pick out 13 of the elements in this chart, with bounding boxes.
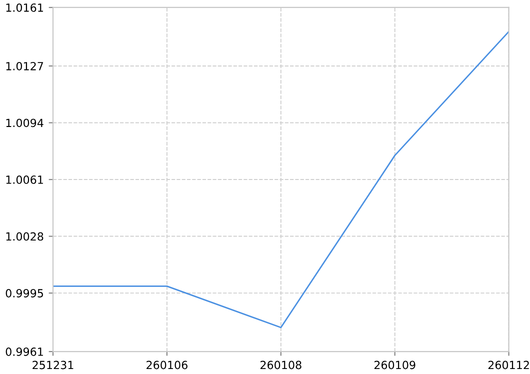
x-tick-label: 260108 [260,360,302,370]
y-tick-label: 0.9961 [6,348,43,356]
y-tick-label: 1.0127 [6,62,44,70]
y-tick-label: 1.0161 [6,3,43,12]
x-tick-label: 260112 [488,360,529,370]
x-tick-label: 260106 [146,360,188,370]
y-tick-label: 0.9995 [6,289,43,298]
x-tick-label: 260109 [374,360,416,370]
y-tick-label: 1.0094 [6,118,44,128]
line-series [53,30,509,328]
x-tick-label: 251231 [32,360,74,370]
y-tick-label: 1.0061 [6,175,43,184]
y-tick-label: 1.0028 [6,232,44,241]
